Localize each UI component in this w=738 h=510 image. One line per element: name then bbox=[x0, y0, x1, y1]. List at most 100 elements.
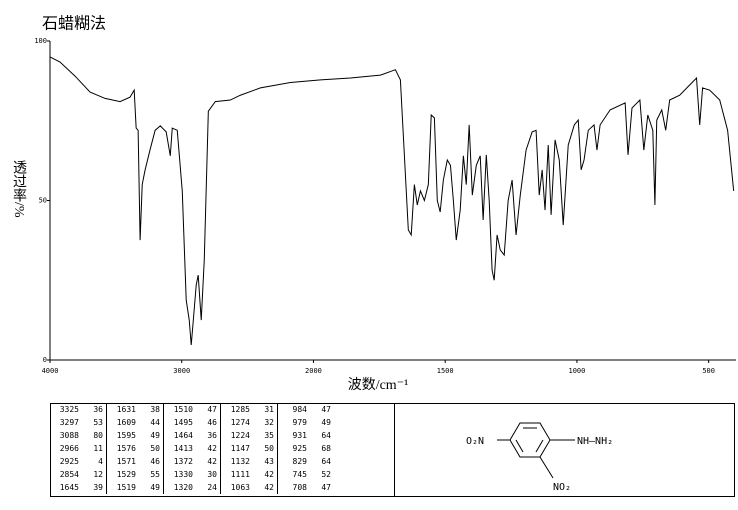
table-row: 3325 36 1631 38 1510 47 1285 31 984 47 bbox=[50, 403, 334, 416]
wavenumber-cell: 1224 bbox=[220, 429, 253, 442]
table-frame bbox=[50, 403, 735, 497]
double-bond bbox=[535, 439, 544, 453]
x-tick-label: 3000 bbox=[173, 367, 190, 375]
table-row: 1645 39 1519 49 1320 24 1063 42 708 47 bbox=[50, 481, 334, 494]
x-axis-label: 波数/cm⁻¹ bbox=[348, 377, 409, 393]
transmittance-cell: 68 bbox=[321, 444, 331, 453]
structure bbox=[497, 422, 575, 479]
transmittance-cell: 11 bbox=[93, 444, 103, 453]
wavenumber-cell: 1111 bbox=[220, 468, 253, 481]
transmittance-cell: 42 bbox=[264, 470, 274, 479]
y-axis-label: 透过率/% bbox=[11, 160, 26, 218]
transmittance-cell: 50 bbox=[150, 444, 160, 453]
transmittance-cell: 38 bbox=[150, 405, 160, 414]
transmittance-cell: 42 bbox=[207, 444, 217, 453]
y-tick-label: 0 bbox=[43, 356, 47, 364]
wavenumber-cell: 979 bbox=[277, 416, 310, 429]
table-separator bbox=[394, 403, 395, 497]
wavenumber-cell: 1330 bbox=[163, 468, 196, 481]
wavenumber-cell: 1576 bbox=[106, 442, 139, 455]
transmittance-cell: 53 bbox=[93, 418, 103, 427]
wavenumber-cell: 931 bbox=[277, 429, 310, 442]
peak-table: 3325 36 1631 38 1510 47 1285 31 984 47 3297 53 1609 4… bbox=[50, 403, 334, 494]
transmittance-cell: 39 bbox=[93, 483, 103, 492]
transmittance-cell: 64 bbox=[321, 431, 331, 440]
x-tick-label: 1500 bbox=[437, 367, 454, 375]
chart-title: 石蜡糊法 bbox=[42, 15, 106, 33]
y-tick-label: 100 bbox=[34, 37, 47, 45]
bottom-group: NO₂ bbox=[553, 482, 571, 493]
wavenumber-cell: 1464 bbox=[163, 429, 196, 442]
wavenumber-cell: 1529 bbox=[106, 468, 139, 481]
wavenumber-cell: 1631 bbox=[106, 403, 139, 416]
wavenumber-cell: 1571 bbox=[106, 455, 139, 468]
right-group: NH—NH₂ bbox=[577, 436, 613, 447]
wavenumber-cell: 1147 bbox=[220, 442, 253, 455]
transmittance-cell: 80 bbox=[93, 431, 103, 440]
transmittance-cell: 43 bbox=[264, 457, 274, 466]
wavenumber-cell: 1519 bbox=[106, 481, 139, 494]
wavenumber-cell: 1372 bbox=[163, 455, 196, 468]
transmittance-cell: 36 bbox=[93, 405, 103, 414]
wavenumber-cell: 1609 bbox=[106, 416, 139, 429]
wavenumber-cell: 3088 bbox=[59, 431, 79, 440]
table-row: 2966 11 1576 50 1413 42 1147 50 925 68 bbox=[50, 442, 334, 455]
table-row: 2925 4 1571 46 1372 42 1132 43 829 64 bbox=[50, 455, 334, 468]
spectrum-line bbox=[49, 56, 735, 346]
wavenumber-cell: 1413 bbox=[163, 442, 196, 455]
x-tick-label: 4000 bbox=[42, 367, 59, 375]
transmittance-cell: 50 bbox=[264, 444, 274, 453]
transmittance-cell: 64 bbox=[321, 457, 331, 466]
transmittance-cell: 44 bbox=[150, 418, 160, 427]
wavenumber-cell: 2966 bbox=[59, 444, 79, 453]
transmittance-cell: 55 bbox=[150, 470, 160, 479]
transmittance-cell: 47 bbox=[321, 483, 331, 492]
wavenumber-cell: 1595 bbox=[106, 429, 139, 442]
wavenumber-cell: 1132 bbox=[220, 455, 253, 468]
wavenumber-cell: 984 bbox=[277, 403, 310, 416]
left-group: O₂N bbox=[466, 436, 484, 447]
table-row: 2854 12 1529 55 1330 30 1111 42 745 52 bbox=[50, 468, 334, 481]
transmittance-cell: 49 bbox=[150, 483, 160, 492]
wavenumber-cell: 1495 bbox=[163, 416, 196, 429]
wavenumber-cell: 829 bbox=[277, 455, 310, 468]
bond bbox=[539, 456, 554, 479]
wavenumber-cell: 1510 bbox=[163, 403, 196, 416]
wavenumber-cell: 1645 bbox=[59, 483, 79, 492]
table-row: 3088 80 1595 49 1464 36 1224 35 931 64 bbox=[50, 429, 334, 442]
table-row: 3297 53 1609 44 1495 46 1274 32 979 49 bbox=[50, 416, 334, 429]
x-tick-label: 500 bbox=[702, 367, 715, 375]
wavenumber-cell: 3325 bbox=[59, 405, 79, 414]
transmittance-cell: 32 bbox=[264, 418, 274, 427]
transmittance-cell: 49 bbox=[150, 431, 160, 440]
transmittance-cell: 4 bbox=[98, 457, 103, 466]
wavenumber-cell: 1285 bbox=[220, 403, 253, 416]
y-tick-label: 50 bbox=[39, 197, 47, 205]
double-bond bbox=[515, 439, 524, 453]
x-tick-label: 1000 bbox=[568, 367, 585, 375]
wavenumber-cell: 1274 bbox=[220, 416, 253, 429]
wavenumber-cell: 1063 bbox=[220, 481, 253, 494]
wavenumber-cell: 2925 bbox=[59, 457, 79, 466]
transmittance-cell: 46 bbox=[150, 457, 160, 466]
transmittance-cell: 47 bbox=[321, 405, 331, 414]
wavenumber-cell: 708 bbox=[277, 481, 310, 494]
wavenumber-cell: 3297 bbox=[59, 418, 79, 427]
wavenumber-cell: 925 bbox=[277, 442, 310, 455]
wavenumber-cell: 2854 bbox=[59, 470, 79, 479]
wavenumber-cell: 1320 bbox=[163, 481, 196, 494]
transmittance-cell: 52 bbox=[321, 470, 331, 479]
transmittance-cell: 12 bbox=[93, 470, 103, 479]
transmittance-cell: 24 bbox=[207, 483, 217, 492]
wavenumber-cell: 745 bbox=[277, 468, 310, 481]
x-tick-label: 2000 bbox=[305, 367, 322, 375]
transmittance-cell: 46 bbox=[207, 418, 217, 427]
transmittance-cell: 30 bbox=[207, 470, 217, 479]
transmittance-cell: 42 bbox=[207, 457, 217, 466]
transmittance-cell: 31 bbox=[264, 405, 274, 414]
transmittance-cell: 35 bbox=[264, 431, 274, 440]
transmittance-cell: 49 bbox=[321, 418, 331, 427]
transmittance-cell: 36 bbox=[207, 431, 217, 440]
